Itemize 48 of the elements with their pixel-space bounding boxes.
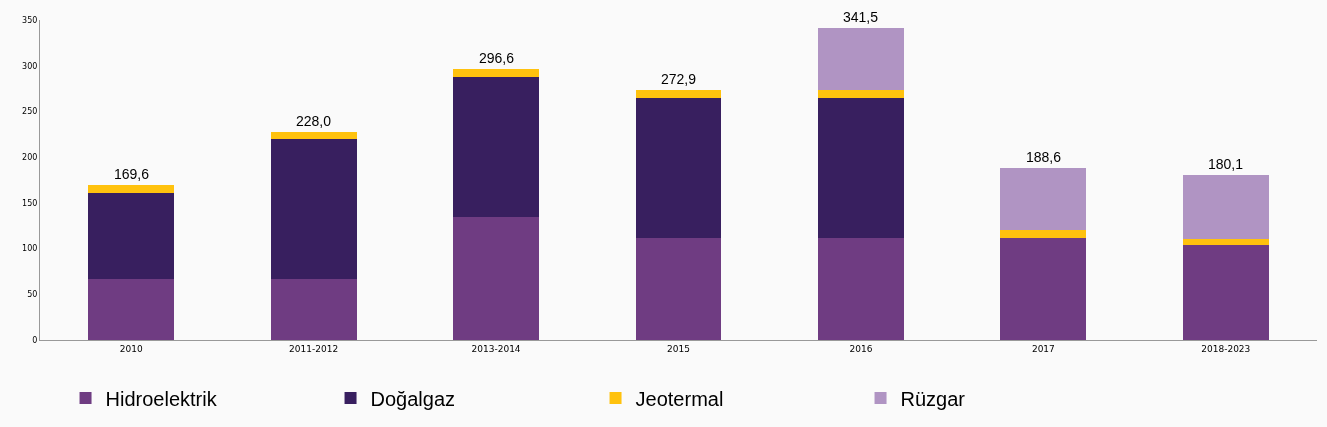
- total-label: 341,5: [843, 9, 879, 25]
- bar: [1000, 237, 1087, 340]
- total-label: 180,1: [1208, 156, 1244, 172]
- bar: [1000, 230, 1087, 238]
- total-label: 169,6: [114, 166, 150, 182]
- y-tick-label: 300: [22, 61, 38, 71]
- legend-label: Jeotermal: [635, 387, 724, 410]
- x-tick-label: 2017: [1031, 343, 1055, 354]
- y-tick-label: 350: [22, 15, 38, 25]
- bar: [88, 192, 175, 279]
- y-tick-label: 0: [32, 335, 38, 345]
- x-tick-label: 2016: [849, 343, 873, 354]
- bar: [453, 76, 539, 217]
- bar: [270, 131, 357, 139]
- bar: [1000, 167, 1087, 231]
- bar: [818, 97, 904, 238]
- bar: [635, 237, 722, 340]
- y-tick-label: 50: [27, 290, 38, 300]
- bar: [453, 68, 539, 77]
- total-label: 228,0: [296, 113, 332, 129]
- x-tick-label: 2013-2014: [471, 343, 521, 354]
- bar: [818, 90, 904, 98]
- y-tick-label: 100: [22, 244, 38, 254]
- bar: [1182, 244, 1269, 340]
- legend-label: Rüzgar: [900, 387, 966, 410]
- bar: [818, 237, 904, 340]
- bar: [88, 184, 175, 193]
- x-tick-label: 2011-2012: [289, 343, 339, 354]
- x-tick-label: 2015: [667, 343, 690, 354]
- y-tick-label: 150: [22, 198, 38, 208]
- legend-label: Hidroelektrik: [105, 387, 218, 410]
- bar: [453, 216, 539, 340]
- bar: [1182, 238, 1269, 245]
- total-label: 188,6: [1026, 149, 1062, 165]
- x-tick-label: 2010: [119, 343, 143, 354]
- total-label: 296,6: [479, 50, 515, 66]
- bar: [88, 278, 175, 340]
- y-tick-label: 200: [22, 152, 38, 162]
- y-tick-label: 250: [22, 107, 38, 117]
- legend-label: Doğalgaz: [370, 387, 456, 410]
- bar: [635, 90, 722, 98]
- total-label: 272,9: [661, 71, 697, 87]
- bar: [270, 278, 357, 340]
- x-tick-label: 2018-2023: [1201, 343, 1251, 354]
- bar: [1182, 175, 1269, 239]
- bar: [635, 97, 722, 238]
- bar: [270, 138, 357, 279]
- bar: [818, 27, 904, 91]
